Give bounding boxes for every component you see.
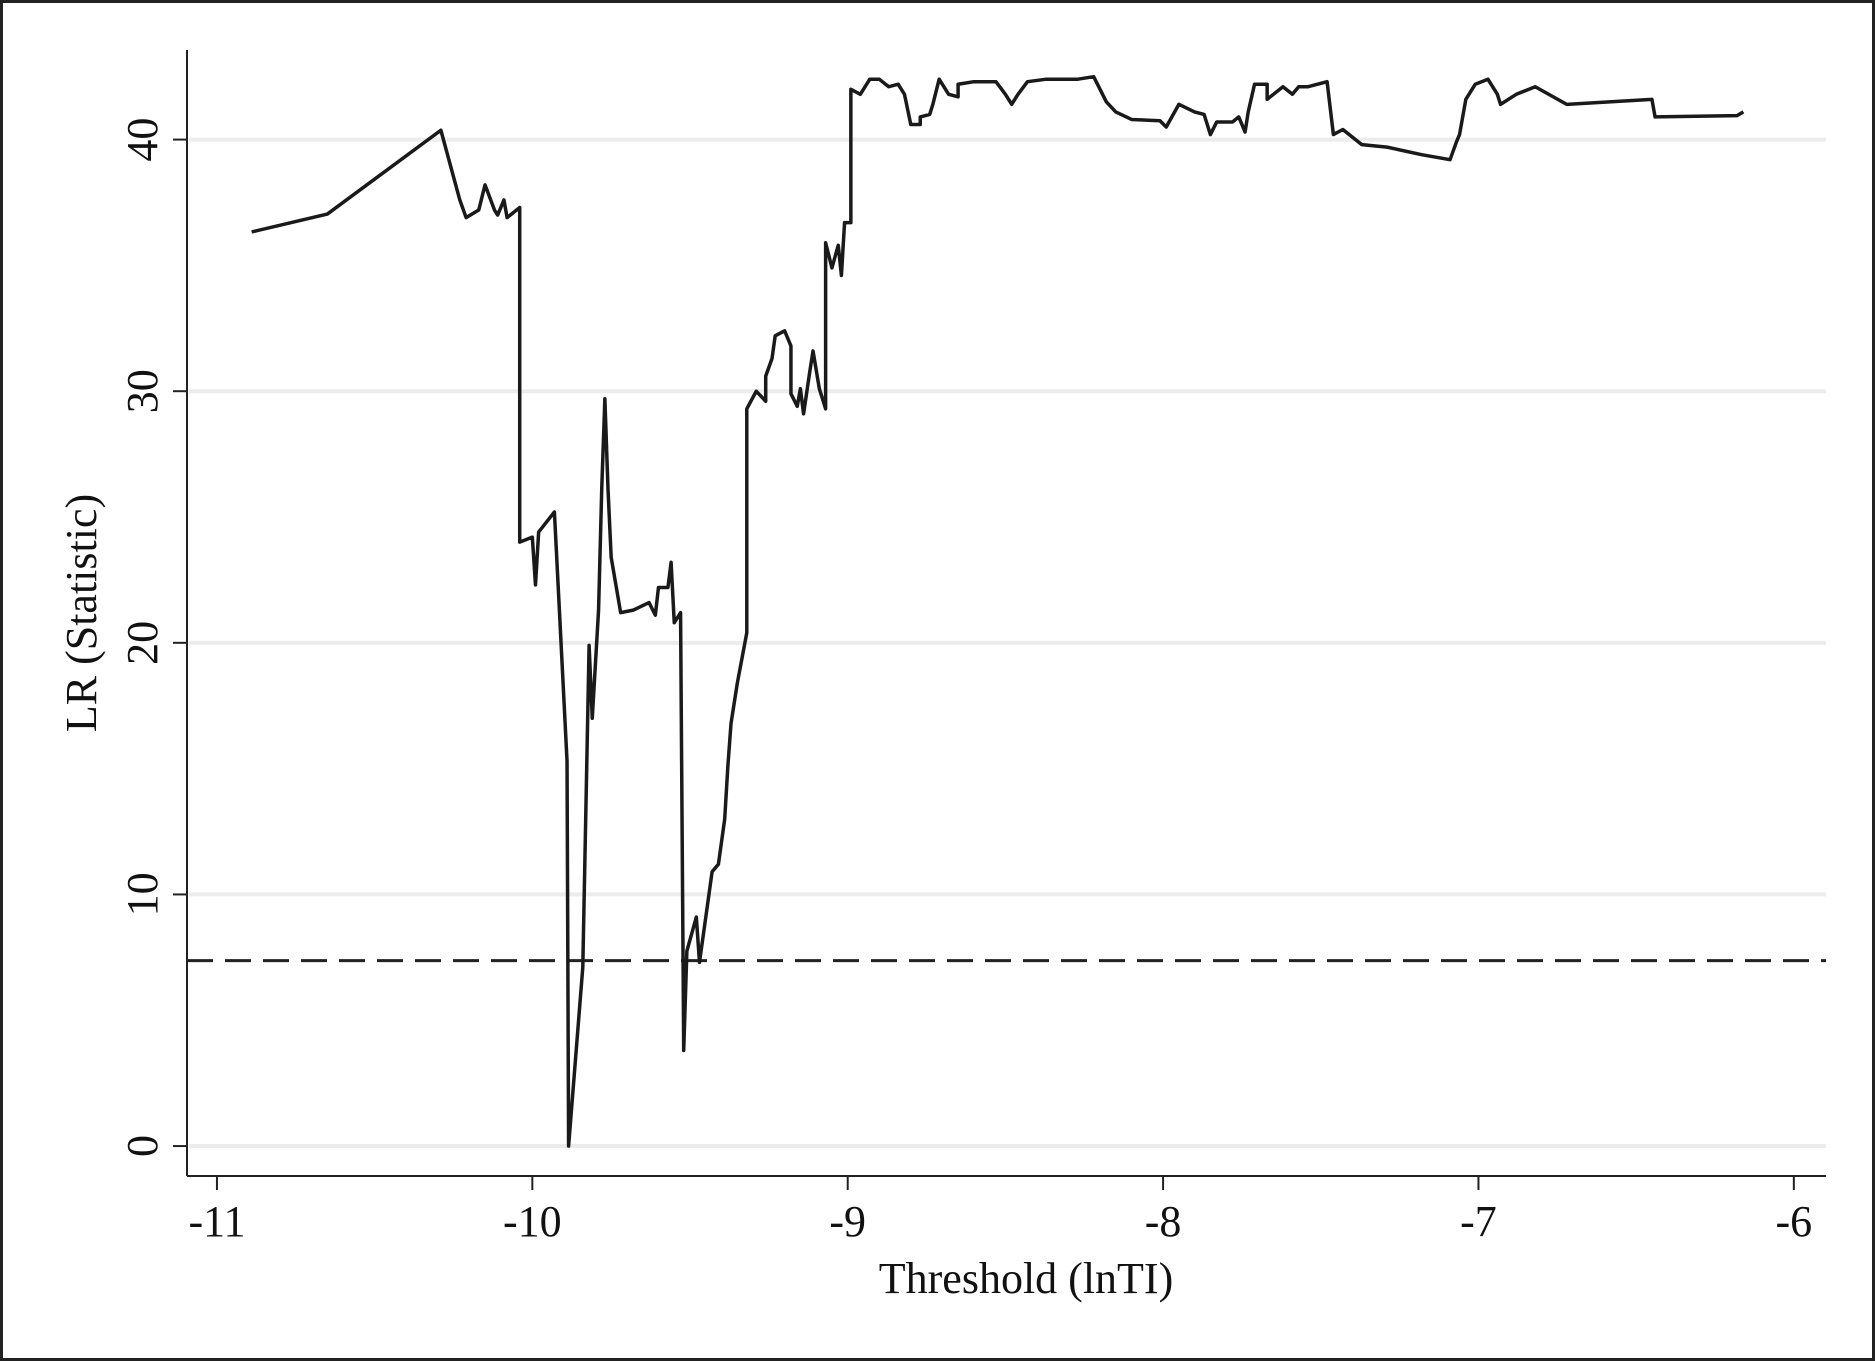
data-line — [251, 74, 1745, 1148]
x-tick-label: -6 — [1776, 1197, 1813, 1246]
x-tick-label: -8 — [1145, 1197, 1182, 1246]
y-tick-label: 10 — [118, 872, 167, 916]
y-tick-label: 20 — [118, 621, 167, 665]
x-tick-label: -7 — [1460, 1197, 1497, 1246]
y-tick-label: 40 — [118, 118, 167, 162]
y-tick-label: 0 — [118, 1135, 167, 1157]
y-axis-label: LR (Statistic) — [57, 494, 106, 732]
y-tick-label: 30 — [118, 369, 167, 413]
x-axis-label: Threshold (lnTI) — [879, 1254, 1173, 1303]
x-tick-label: -10 — [503, 1197, 562, 1246]
x-tick-label: -9 — [829, 1197, 866, 1246]
x-tick-label: -11 — [188, 1197, 245, 1246]
